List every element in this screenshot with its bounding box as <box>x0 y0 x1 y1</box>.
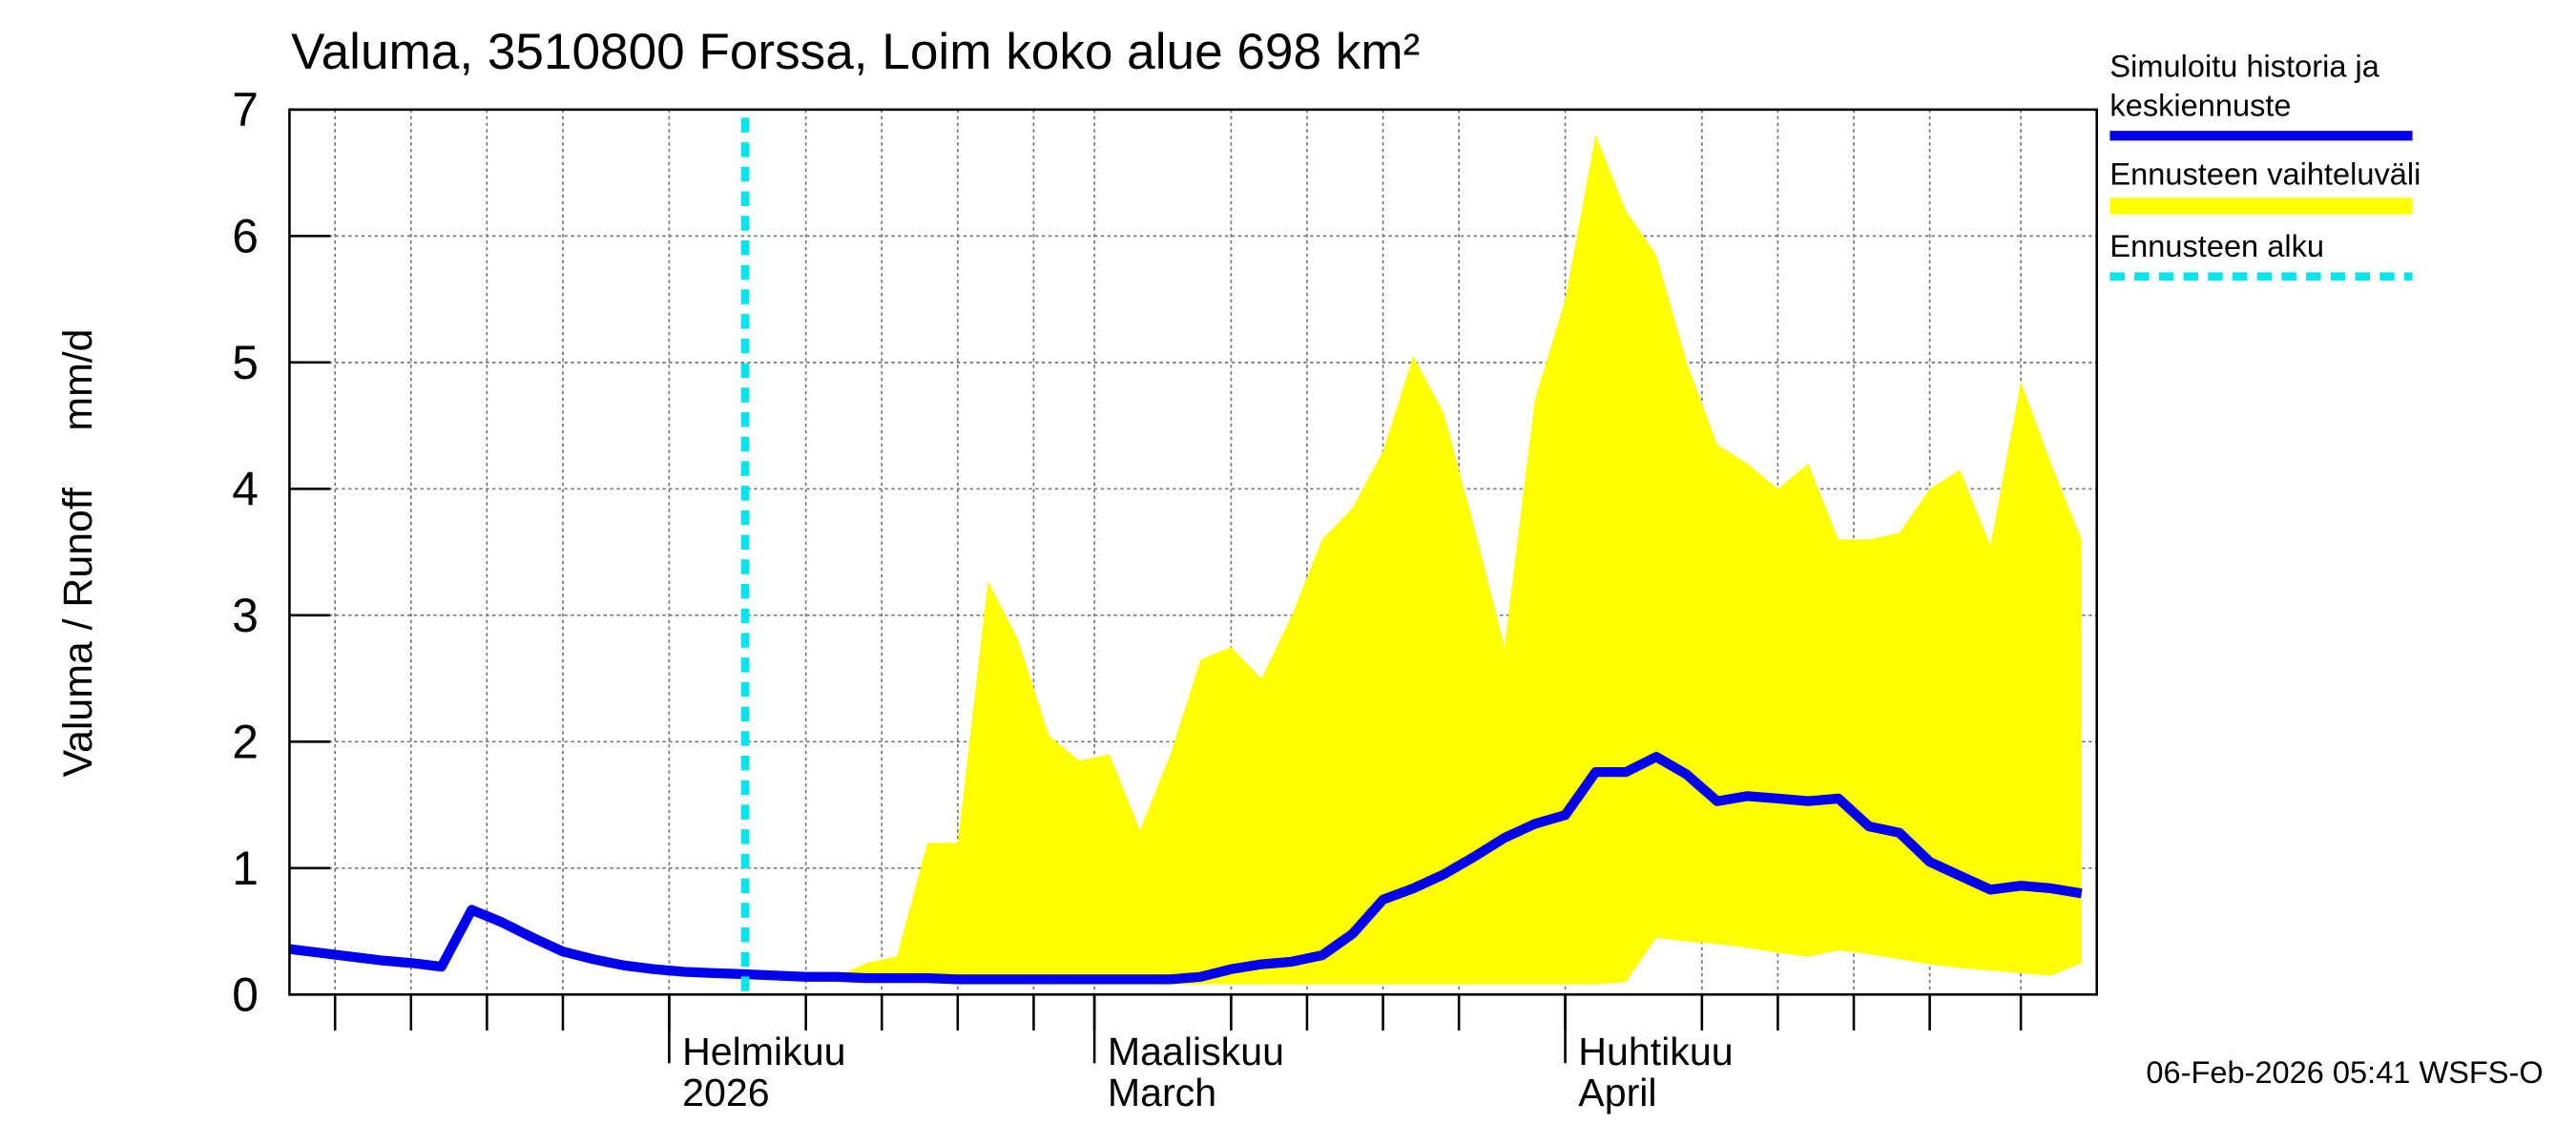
legend-label: Simuloitu historia ja keskiennuste <box>2109 51 2379 125</box>
legend-label: Ennusteen alku <box>2109 230 2324 265</box>
x-tick-label: Huhtikuu <box>1578 1030 1733 1073</box>
footer-timestamp: 06-Feb-2026 05:41 WSFS-O <box>2146 1055 2543 1090</box>
legend-label-box: Ennusteen alku <box>2109 230 2324 265</box>
x-tick-label: 2026 <box>682 1071 770 1114</box>
y-tick-label: 4 <box>232 462 259 515</box>
x-tick-label: Maaliskuu <box>1108 1030 1284 1073</box>
y-tick-label: 0 <box>232 968 259 1021</box>
y-tick-label: 7 <box>232 83 259 136</box>
plot-data <box>288 117 2083 995</box>
legend-label: Ennusteen vaihteluväli <box>2109 158 2421 194</box>
x-tick-label: April <box>1578 1071 1656 1114</box>
legend-label-box: Ennusteen vaihteluväli <box>2109 158 2421 194</box>
x-tick-label: March <box>1108 1071 1216 1114</box>
range-band <box>745 135 2082 985</box>
y-tick-label: 1 <box>232 842 259 895</box>
legend-label-box: Simuloitu historia ja keskiennuste <box>2109 51 2379 125</box>
plot-frame <box>288 108 2098 996</box>
chart-title: Valuma, 3510800 Forssa, Loim koko alue 6… <box>291 24 1420 80</box>
series-line <box>288 752 2083 985</box>
x-tick-label: Helmikuu <box>682 1030 845 1073</box>
y-tick-label: 3 <box>232 589 259 642</box>
legend: Simuloitu historia ja keskiennuste Ennus… <box>2109 51 2421 281</box>
y-tick-label: 5 <box>232 336 259 389</box>
y-tick-label: 6 <box>232 209 259 262</box>
y-axis-label: Valuma / Runoff mm/d <box>55 328 101 777</box>
y-tick-label: 2 <box>232 715 259 768</box>
